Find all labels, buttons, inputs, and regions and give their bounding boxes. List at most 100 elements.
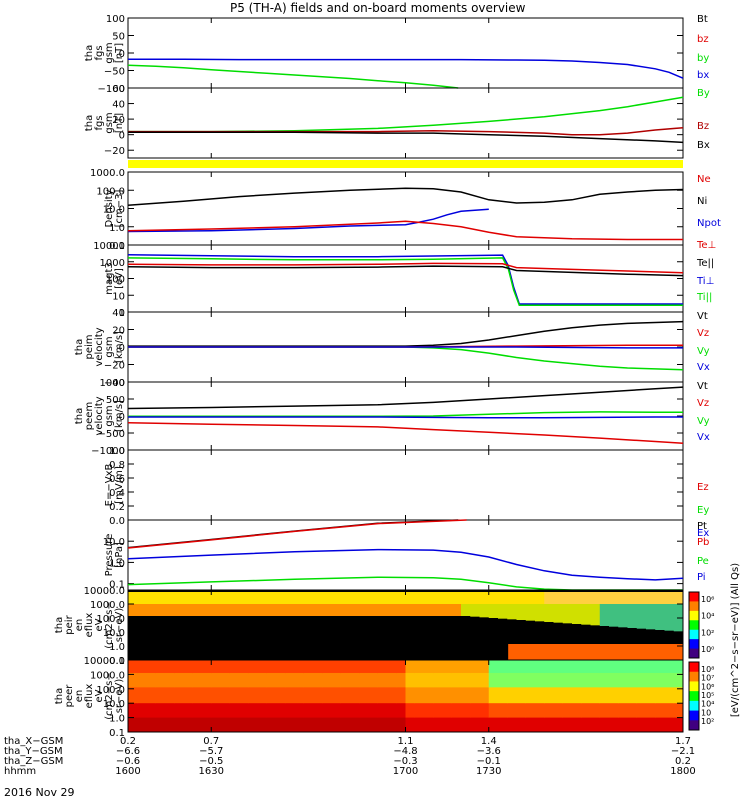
spectrogram-band — [387, 660, 397, 673]
spectrogram-band — [591, 687, 601, 703]
spectrogram-band — [535, 604, 545, 621]
spectrogram-band — [322, 687, 332, 703]
spectrogram-band — [452, 718, 462, 733]
legend-entry: Vt — [697, 381, 708, 392]
spectrogram-band — [137, 687, 147, 703]
legend-entry: Pb — [697, 537, 709, 548]
spectrogram-band — [674, 718, 684, 733]
spectrogram-band — [646, 687, 656, 703]
legend-entry: Vx — [697, 432, 710, 443]
spectrogram-band — [628, 703, 638, 718]
spectrogram-band — [387, 703, 397, 718]
spectrogram-band — [221, 660, 231, 673]
spectrogram-band — [572, 703, 582, 718]
spectrogram-band — [470, 673, 480, 688]
spectrogram-band — [295, 660, 305, 673]
spectrogram-band — [248, 718, 258, 733]
spectrogram-band — [332, 660, 342, 673]
density-frame — [128, 172, 683, 245]
spectrogram-band — [674, 703, 684, 718]
spectrogram-band — [415, 673, 425, 688]
series-line-Npot — [128, 209, 489, 231]
spectrogram-band — [470, 604, 480, 617]
spectrogram-band — [341, 718, 351, 733]
spectrogram-band — [461, 687, 471, 703]
spectrogram-band — [396, 604, 406, 616]
spectrogram-band — [359, 660, 369, 673]
spectrogram-band — [406, 718, 416, 733]
spectrogram-band — [498, 673, 508, 688]
spectrogram-band — [517, 673, 527, 688]
legend-entry: bx — [697, 70, 709, 81]
colorbar-swatch — [689, 691, 699, 701]
colorbar-swatch — [689, 601, 699, 611]
spectrogram-band — [581, 673, 591, 688]
spectrogram-band — [156, 703, 166, 718]
legend-entry: Vz — [697, 398, 709, 409]
y-tick-label: 10000.0 — [84, 586, 125, 597]
spectrogram-band — [184, 592, 194, 604]
series-line-Pi — [128, 550, 683, 580]
spectrogram-band — [193, 592, 203, 604]
spectrogram-band — [396, 718, 406, 733]
spectrogram-band — [174, 660, 184, 673]
spectrogram-band — [600, 673, 610, 688]
spectrogram-band — [517, 718, 527, 733]
x-axis-row-label: hhmm — [4, 766, 36, 777]
spectrogram-band — [572, 660, 582, 673]
spectrogram-band — [563, 660, 573, 673]
spectrogram-band — [665, 660, 675, 673]
spectrogram-band — [230, 703, 240, 718]
spectrogram-band — [433, 660, 443, 673]
colorbar-side-label: [eV/(cm^2−s−sr−eV)] (All Qs) — [730, 563, 741, 717]
spectrogram-band — [480, 703, 490, 718]
colorbar-tick-label: 10⁵ — [701, 691, 714, 700]
spectrogram-band — [507, 604, 517, 619]
spectrogram-band — [295, 604, 305, 616]
spectrogram-band — [276, 673, 286, 688]
colorbar-swatch — [689, 711, 699, 721]
spectrogram-band — [350, 718, 360, 733]
spectrogram-band — [156, 673, 166, 688]
spectrogram-band — [193, 604, 203, 616]
y-axis-label-line: [eV] — [114, 268, 125, 289]
spectrogram-band — [174, 673, 184, 688]
spectrogram-band — [461, 592, 471, 604]
legend-entry: Npot — [697, 218, 721, 229]
spectrogram-band — [461, 660, 471, 673]
spectrogram-band — [193, 703, 203, 718]
x-axis-value: 1600 — [115, 766, 140, 777]
spectrogram-band — [646, 718, 656, 733]
spectrogram-band — [211, 718, 221, 733]
spectrogram-band — [424, 703, 434, 718]
spectrogram-band — [304, 592, 314, 604]
spectrogram-band — [128, 604, 138, 616]
spectrogram-band — [443, 687, 453, 703]
spectrogram-band — [637, 687, 647, 703]
spectrogram-band — [628, 687, 638, 703]
spectrogram-band — [258, 673, 268, 688]
spectrogram-band — [202, 592, 212, 604]
spectrogram-band — [517, 604, 527, 620]
spectrogram-band — [628, 604, 638, 628]
spectrogram-band — [674, 660, 684, 673]
spectrogram-band — [239, 592, 249, 604]
spectrogram-band — [147, 687, 157, 703]
spectrogram-band — [248, 673, 258, 688]
spectrogram-band — [350, 703, 360, 718]
spectrogram-band — [618, 673, 628, 688]
spectrogram-band — [609, 604, 619, 627]
spectrogram-band — [248, 660, 258, 673]
spectrogram-band — [211, 660, 221, 673]
spectrogram-band — [415, 592, 425, 604]
spectrogram-band — [433, 687, 443, 703]
spectrogram-band — [285, 687, 295, 703]
spectrogram-band — [554, 604, 564, 623]
spectrogram-band — [581, 718, 591, 733]
spectrogram-band — [517, 703, 527, 718]
spectrogram-band — [628, 718, 638, 733]
peir-spectrogram-colorbar — [689, 592, 699, 659]
spectrogram-band — [128, 703, 138, 718]
legend-entry: Te⊥ — [696, 240, 716, 251]
spectrogram-band — [600, 660, 610, 673]
